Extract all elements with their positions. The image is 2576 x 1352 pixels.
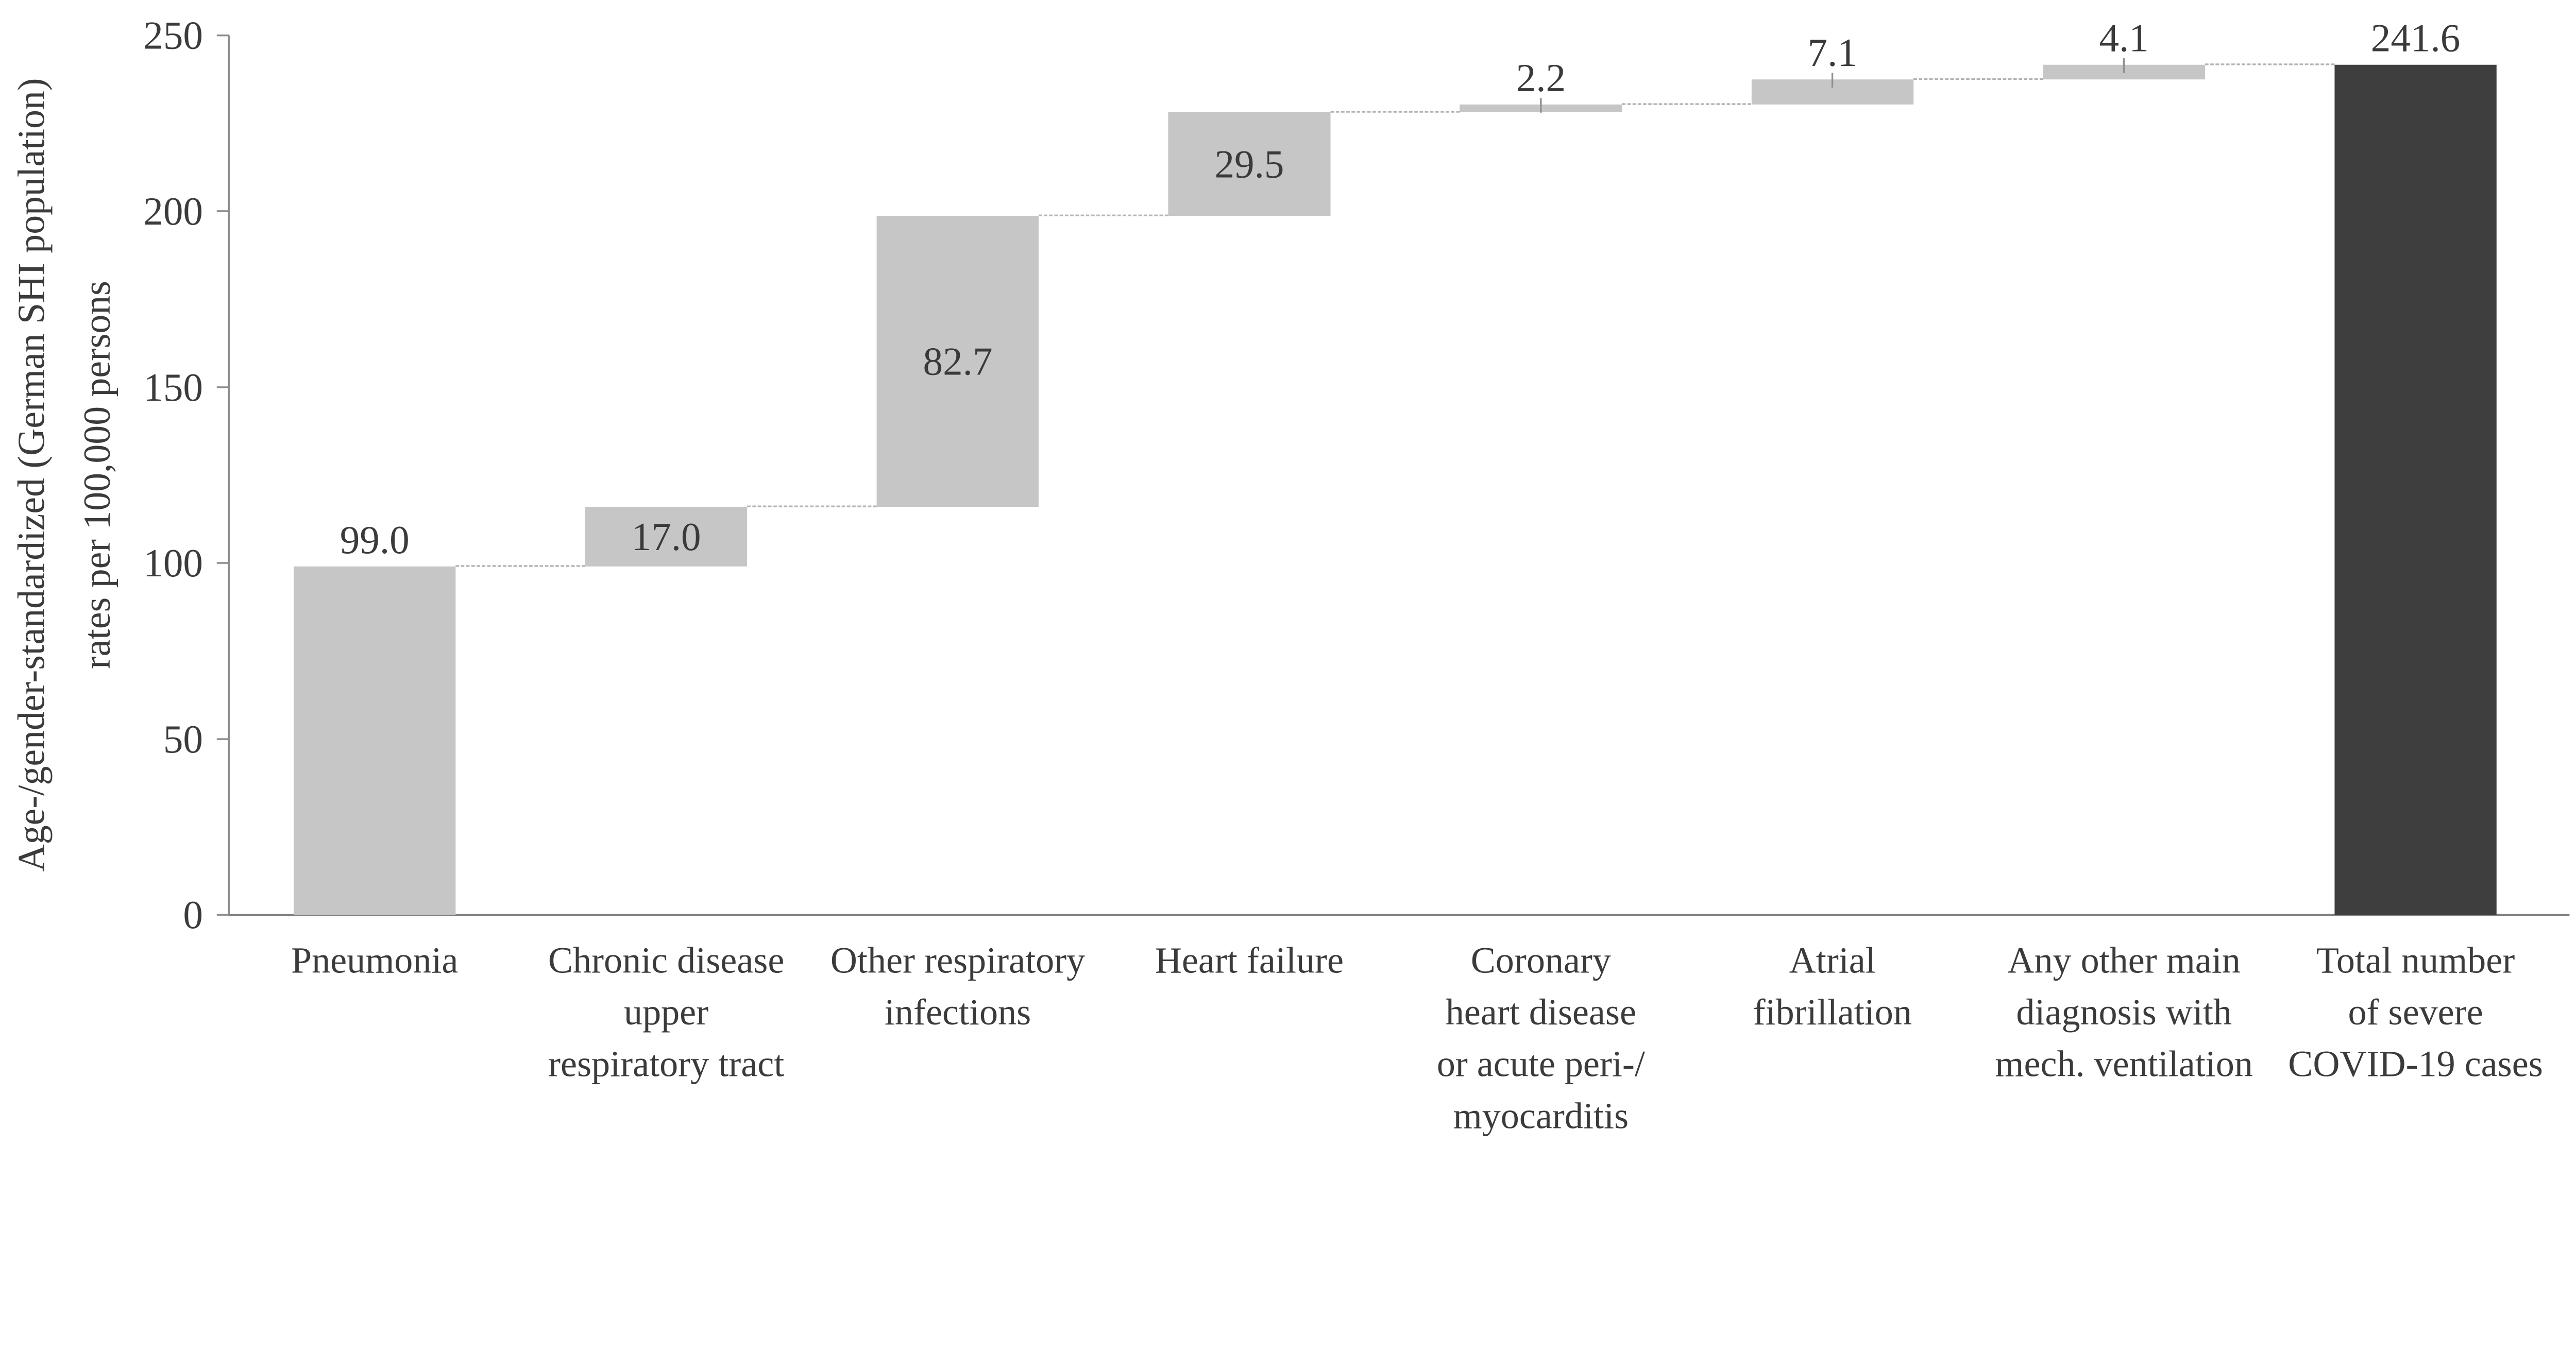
bar-1 (293, 567, 456, 915)
category-label-line: infections (884, 991, 1031, 1033)
category-label-line: COVID-19 cases (2288, 1043, 2543, 1085)
category-label-line: Chronic disease (548, 939, 785, 981)
category-label-line: Pneumonia (291, 939, 459, 981)
waterfall-connector (747, 505, 877, 507)
category-label-line: or acute peri-/ (1436, 1043, 1645, 1085)
y-axis-tick (216, 386, 229, 388)
category-label-line: of severe (2348, 991, 2483, 1033)
y-axis-title-line1: Age-/gender-standardized (German SHI pop… (10, 78, 53, 872)
waterfall-connector (1330, 111, 1460, 113)
y-tick-label: 0 (183, 893, 203, 937)
y-axis-tick (216, 562, 229, 564)
category-label: Pneumonia (291, 934, 458, 986)
bar-3 (876, 216, 1039, 507)
category-label-line: respiratory tract (548, 1043, 785, 1085)
category-label-line: upper (624, 991, 709, 1033)
category-label: Other respiratory infections (831, 934, 1085, 1038)
y-axis-tick (216, 35, 229, 37)
category-label: Heart failure (1155, 934, 1344, 986)
label-leader-line (1832, 73, 1834, 88)
category-label: Total number of severe COVID-19 cases (2288, 934, 2543, 1090)
bar-value-label: 2.2 (1516, 55, 1566, 100)
bar-value-label: 4.1 (2099, 16, 2149, 60)
category-label-line: fibrillation (1753, 991, 1912, 1033)
bar-8 (2334, 65, 2497, 915)
waterfall-chart: Age-/gender-standardized (German SHI pop… (10, 13, 2570, 1137)
y-tick-label: 100 (143, 541, 203, 585)
label-leader-line (1540, 98, 1542, 113)
x-axis-line (228, 914, 2570, 916)
category-label-line: Atrial (1789, 939, 1876, 981)
bar-4 (1168, 112, 1331, 216)
label-leader-line (2123, 58, 2125, 74)
y-tick-label: 150 (143, 365, 203, 409)
y-tick-label: 50 (163, 716, 203, 761)
bar-value-label: 82.7 (923, 339, 993, 384)
category-label-line: Total number (2316, 939, 2515, 981)
bar-value-label: 99.0 (340, 518, 410, 562)
category-label: Coronary heart disease or acute peri-/ myoc… (1437, 934, 1645, 1141)
category-label-line: heart disease (1445, 991, 1636, 1033)
waterfall-connector (455, 565, 585, 567)
category-label-line: Coronary (1470, 939, 1611, 981)
waterfall-connector (1913, 78, 2043, 80)
waterfall-connector (2205, 63, 2335, 65)
y-axis-line (228, 35, 230, 916)
y-tick-label: 250 (143, 13, 203, 58)
bar-value-label: 7.1 (1807, 30, 1857, 75)
y-axis-tick (216, 914, 229, 916)
category-label-line: diagnosis with (2016, 991, 2232, 1033)
category-label-line: mech. ventilation (1995, 1043, 2253, 1085)
category-label: Chronic disease upper respiratory tract (548, 934, 784, 1090)
bar-value-label: 29.5 (1214, 142, 1284, 186)
bar-2 (585, 506, 748, 567)
y-tick-label: 200 (143, 189, 203, 233)
waterfall-connector (1622, 103, 1752, 105)
bar-value-label: 17.0 (631, 515, 701, 559)
category-label: Any other main diagnosis with mech. ventil… (1995, 934, 2252, 1090)
category-label-line: Any other main (2007, 939, 2241, 981)
category-label-line: Other respiratory (830, 939, 1086, 981)
waterfall-connector (1039, 214, 1168, 216)
category-label-line: Heart failure (1155, 939, 1344, 981)
bar-value-label: 241.6 (2370, 16, 2461, 60)
y-axis-tick (216, 738, 229, 740)
category-label: Atrial fibrillation (1753, 934, 1912, 1038)
y-axis-tick (216, 210, 229, 212)
category-label-line: myocarditis (1453, 1094, 1629, 1137)
